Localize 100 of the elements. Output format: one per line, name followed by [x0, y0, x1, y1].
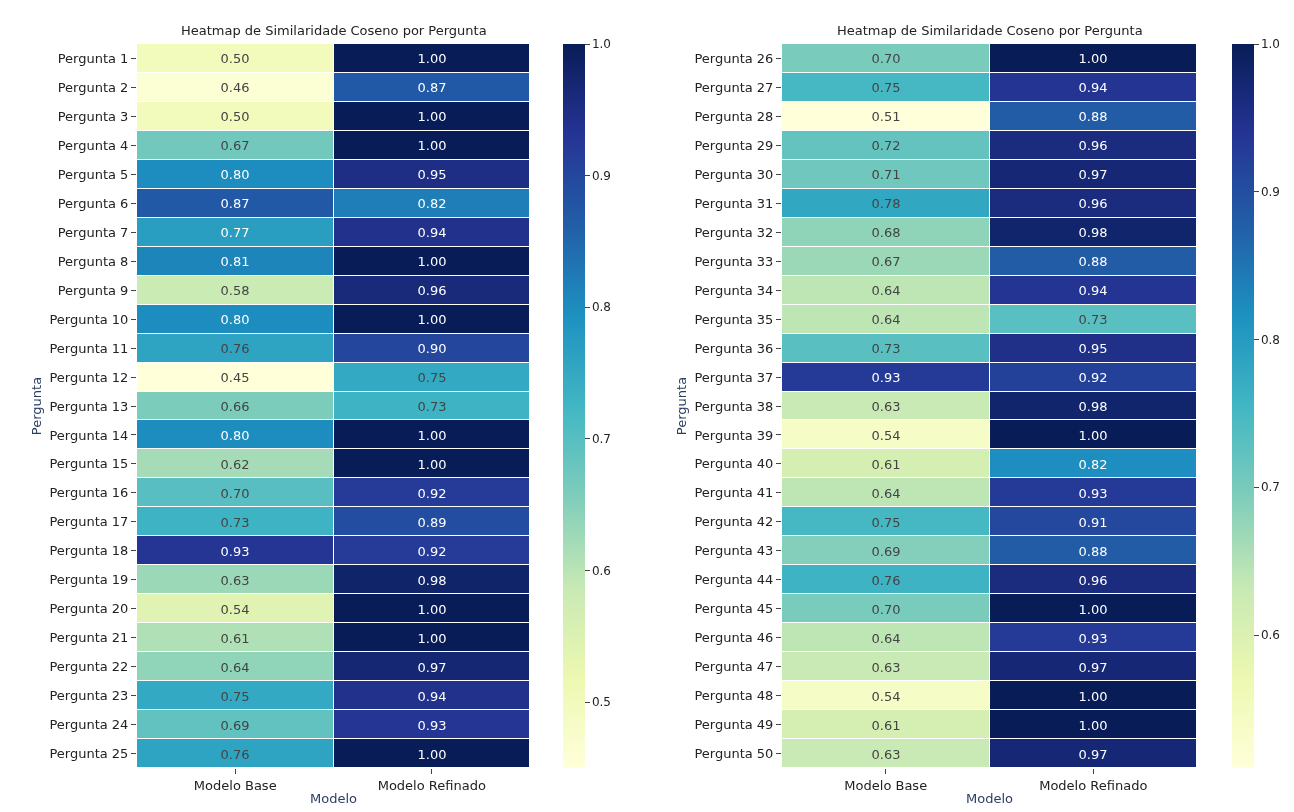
data-label: 0.93	[417, 717, 447, 733]
y-axis-title: Pergunta	[29, 376, 45, 436]
data-label: 0.88	[1078, 253, 1108, 269]
data-label: 0.67	[871, 253, 901, 269]
y-tick-label: Pergunta 22	[49, 659, 129, 675]
y-tick-label: Pergunta 33	[694, 253, 774, 269]
data-label: 0.97	[417, 659, 447, 675]
y-tick-label: Pergunta 23	[49, 688, 129, 704]
color-bar-label: 0.8	[1260, 332, 1280, 347]
data-label: 0.54	[871, 427, 901, 443]
data-label: 0.64	[871, 630, 901, 646]
color-bar-label: 1.0	[1260, 37, 1280, 52]
data-label: 0.77	[220, 224, 250, 240]
data-label: 0.78	[871, 195, 901, 211]
data-label: 0.61	[871, 456, 901, 472]
data-label: 0.76	[220, 746, 250, 762]
data-label: 0.75	[220, 688, 250, 704]
data-label: 0.94	[417, 224, 447, 240]
data-label: 0.92	[417, 485, 447, 501]
y-tick-label: Pergunta 4	[57, 137, 129, 153]
data-label: 0.71	[871, 166, 901, 182]
data-label: 0.45	[220, 369, 250, 385]
data-label: 0.64	[220, 659, 250, 675]
chart-title: Heatmap de Similaridade Coseno por Pergunta	[837, 23, 1143, 38]
color-bar-label: 0.7	[1260, 480, 1280, 495]
data-label: 0.98	[417, 572, 447, 588]
data-label: 0.88	[1078, 108, 1108, 124]
color-bar-label: 0.9	[1260, 184, 1280, 199]
data-label: 0.72	[871, 137, 901, 153]
data-label: 0.94	[1078, 282, 1108, 298]
data-label: 0.97	[1078, 659, 1108, 675]
y-tick-label: Pergunta 18	[49, 543, 129, 559]
data-label: 0.89	[417, 514, 447, 530]
data-label: 0.50	[220, 108, 250, 124]
data-label: 0.96	[1078, 195, 1108, 211]
y-tick-label: Pergunta 15	[49, 456, 129, 472]
chart-title: Heatmap de Similaridade Coseno por Pergunta	[181, 23, 487, 38]
y-tick-label: Pergunta 10	[49, 311, 129, 327]
y-tick-label: Pergunta 31	[694, 195, 774, 211]
data-label: 0.88	[1078, 543, 1108, 559]
data-label: 0.46	[220, 79, 250, 95]
y-tick-label: Pergunta 48	[694, 688, 774, 704]
x-tick-label: Modelo Refinado	[1039, 777, 1148, 793]
y-tick-label: Pergunta 20	[49, 601, 129, 617]
data-label: 0.63	[220, 572, 250, 588]
data-label: 0.62	[220, 456, 250, 472]
data-label: 0.80	[220, 427, 250, 443]
data-label: 0.93	[871, 369, 901, 385]
y-tick-label: Pergunta 46	[694, 630, 774, 646]
data-label: 0.75	[871, 514, 901, 530]
y-tick-label: Pergunta 11	[49, 340, 129, 356]
y-tick-label: Pergunta 7	[57, 224, 129, 240]
color-bar-label: 0.6	[1260, 628, 1280, 643]
y-tick-label: Pergunta 49	[694, 717, 774, 733]
y-tick-label: Pergunta 25	[49, 746, 129, 762]
data-label: 0.67	[220, 137, 250, 153]
data-label: 0.73	[871, 340, 901, 356]
data-label: 0.58	[220, 282, 250, 298]
data-label: 1.00	[417, 50, 447, 66]
data-label: 1.00	[417, 108, 447, 124]
color-bar-label: 0.8	[591, 300, 611, 315]
y-tick-label: Pergunta 45	[694, 601, 774, 617]
data-label: 0.68	[871, 224, 901, 240]
y-tick-label: Pergunta 14	[49, 427, 129, 443]
y-tick-label: Pergunta 6	[57, 195, 129, 211]
data-label: 0.73	[417, 398, 447, 414]
data-label: 0.64	[871, 311, 901, 327]
y-tick-label: Pergunta 43	[694, 543, 774, 559]
data-label: 1.00	[417, 253, 447, 269]
y-tick-label: Pergunta 47	[694, 659, 774, 675]
data-label: 0.73	[220, 514, 250, 530]
color-bar-label: 0.7	[591, 432, 611, 447]
y-tick-label: Pergunta 9	[57, 282, 129, 298]
y-tick-label: Pergunta 44	[694, 572, 774, 588]
data-label: 0.92	[1078, 369, 1108, 385]
y-tick-label: Pergunta 40	[694, 456, 774, 472]
data-label: 0.69	[220, 717, 250, 733]
data-label: 0.96	[417, 282, 447, 298]
x-tick-label: Modelo Base	[844, 777, 928, 793]
data-label: 1.00	[1078, 50, 1108, 66]
data-label: 1.00	[1078, 688, 1108, 704]
y-tick-label: Pergunta 13	[49, 398, 129, 414]
data-label: 0.92	[417, 543, 447, 559]
x-axis-title: Modelo	[966, 791, 1014, 807]
data-label: 0.98	[1078, 398, 1108, 414]
data-label: 0.76	[220, 340, 250, 356]
y-tick-label: Pergunta 50	[694, 746, 774, 762]
data-label: 0.76	[871, 572, 901, 588]
data-label: 0.97	[1078, 746, 1108, 762]
data-label: 1.00	[417, 601, 447, 617]
y-tick-label: Pergunta 1	[57, 51, 129, 67]
y-tick-label: Pergunta 32	[694, 224, 774, 240]
data-label: 1.00	[417, 456, 447, 472]
y-axis-title: Pergunta	[674, 376, 690, 436]
x-tick-label: Modelo Refinado	[377, 777, 486, 793]
data-label: 0.80	[220, 311, 250, 327]
y-tick-label: Pergunta 34	[694, 282, 774, 298]
data-label: 0.95	[417, 166, 447, 182]
y-tick-label: Pergunta 27	[694, 79, 774, 95]
data-label: 0.70	[871, 50, 901, 66]
